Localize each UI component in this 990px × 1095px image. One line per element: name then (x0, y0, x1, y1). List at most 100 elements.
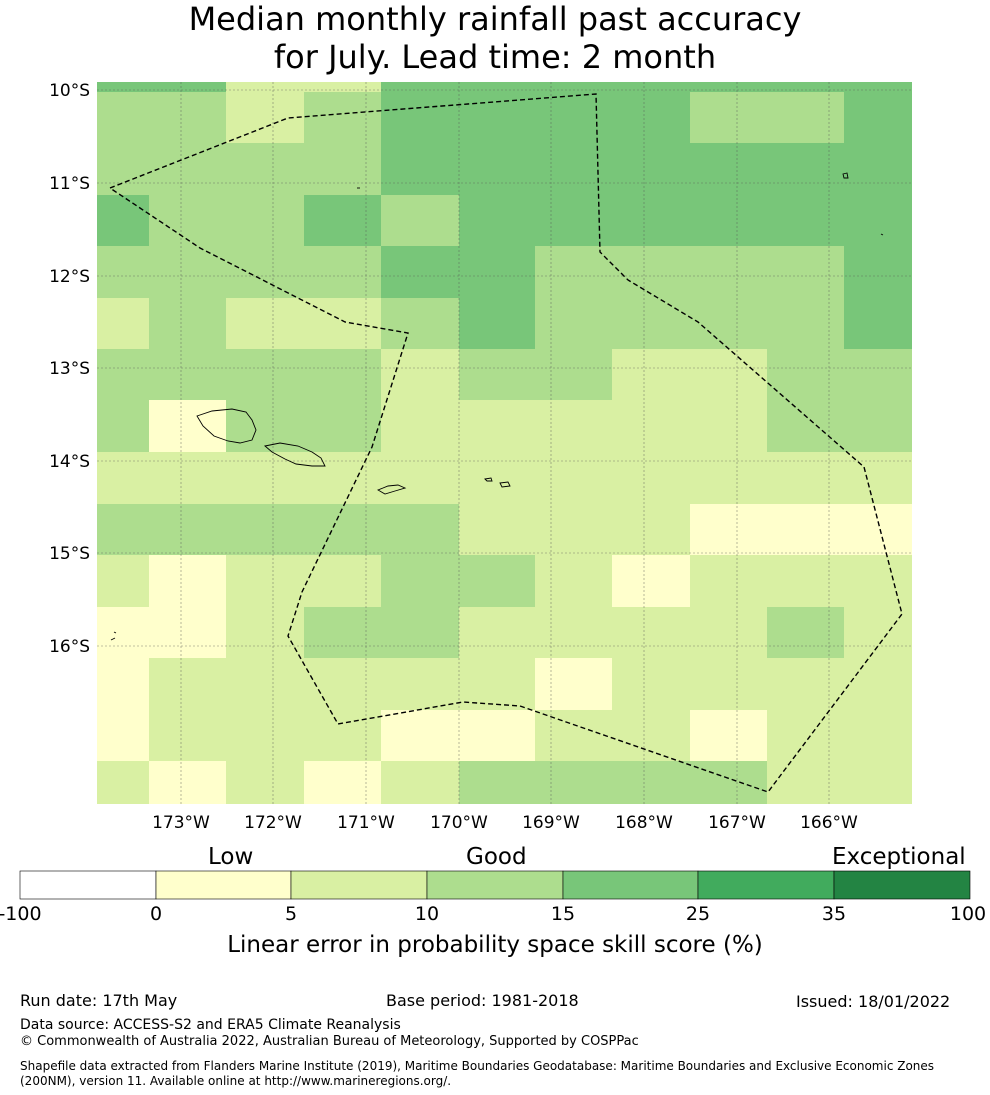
grid-cell (149, 82, 226, 92)
grid-cell (535, 400, 612, 452)
grid-cell (149, 761, 226, 804)
legend-swatch-0 (19, 870, 157, 900)
grid-cell (381, 400, 459, 452)
grid-cell (97, 452, 149, 504)
grid-cell (535, 761, 612, 804)
grid-cell (381, 143, 459, 195)
lon-label: 170°W (430, 813, 488, 833)
grid-cell (459, 349, 535, 400)
grid-cell (535, 82, 612, 92)
grid-cell (767, 658, 844, 710)
grid-cell (767, 82, 844, 92)
grid-cell (535, 298, 612, 349)
grid-cell (149, 92, 226, 143)
grid-cell (690, 349, 767, 400)
grid-cell (612, 555, 690, 607)
grid-cell (767, 504, 844, 555)
lon-label: 173°W (152, 813, 210, 833)
grid-cell (844, 298, 912, 349)
grid-cell (535, 504, 612, 555)
islet-3 (110, 631, 117, 641)
grid-cell (381, 82, 459, 92)
grid-cell (535, 555, 612, 607)
grid-cell (226, 246, 304, 298)
grid-cell (612, 710, 690, 761)
grid-cell (304, 555, 381, 607)
grid-cell (97, 555, 149, 607)
swains-island (842, 172, 849, 179)
grid-cell (844, 761, 912, 804)
grid-cell (459, 143, 535, 195)
legend-colorbar: -100 0 5 10 15 25 35 100 (0, 870, 986, 925)
grid-cell (304, 607, 381, 658)
legend-tick: 5 (285, 903, 297, 925)
grid-cell (690, 658, 767, 710)
grid-cell (149, 195, 226, 246)
grid-cell (459, 82, 535, 92)
grid-cell (844, 82, 912, 92)
grid-cell (612, 400, 690, 452)
grid-cell (690, 555, 767, 607)
grid-cell (767, 452, 844, 504)
lon-label: 171°W (337, 813, 395, 833)
grid-cell (149, 658, 226, 710)
grid-cell (226, 607, 304, 658)
grid-cell (304, 658, 381, 710)
grid-cell (226, 761, 304, 804)
grid-cell (690, 298, 767, 349)
lon-label: 167°W (708, 813, 766, 833)
grid-cell (690, 92, 767, 143)
grid-cell (381, 92, 459, 143)
legend-swatch-3 (426, 870, 564, 900)
grid-cell (459, 298, 535, 349)
grid-cell (304, 82, 381, 92)
legend-swatch-5 (697, 870, 835, 900)
legend-tick: 10 (415, 903, 439, 925)
grid-cell (767, 143, 844, 195)
grid-cell (226, 195, 304, 246)
grid-cell (767, 710, 844, 761)
grid-cell (767, 761, 844, 804)
grid-cell (767, 298, 844, 349)
grid-cell (97, 400, 149, 452)
grid-cell (304, 452, 381, 504)
grid-cell (149, 143, 226, 195)
grid-cell (97, 504, 149, 555)
grid-cell (459, 658, 535, 710)
grid-cell (767, 349, 844, 400)
grid-cell (149, 349, 226, 400)
grid-cell (304, 246, 381, 298)
grid-cell (304, 400, 381, 452)
grid-cell (844, 195, 912, 246)
gridlines (97, 82, 912, 804)
grid-cell (304, 298, 381, 349)
grid-cell (226, 143, 304, 195)
grid-cell (304, 504, 381, 555)
grid-cell (535, 452, 612, 504)
grid-cell (459, 452, 535, 504)
grid-cell (459, 761, 535, 804)
grid-cell (149, 400, 226, 452)
map-title: Median monthly rainfall past accuracy fo… (0, 0, 990, 76)
grid-cell (612, 658, 690, 710)
grid-cell (97, 143, 149, 195)
grid-cell (690, 143, 767, 195)
grid-cell (612, 298, 690, 349)
grid-cell (535, 710, 612, 761)
grid-cell (149, 246, 226, 298)
grid-cell (844, 452, 912, 504)
grid-cell (535, 349, 612, 400)
grid-cell (97, 298, 149, 349)
grid-cell (690, 452, 767, 504)
grid-cell (226, 504, 304, 555)
grid-cell (381, 246, 459, 298)
manua-island-2 (499, 481, 511, 488)
grid-cell (612, 82, 690, 92)
grid-cell (381, 710, 459, 761)
legend-tick: 35 (822, 903, 846, 925)
manua-island-1 (484, 477, 493, 482)
islet-2 (880, 233, 884, 236)
grid-cell (97, 349, 149, 400)
grid-cell (226, 452, 304, 504)
